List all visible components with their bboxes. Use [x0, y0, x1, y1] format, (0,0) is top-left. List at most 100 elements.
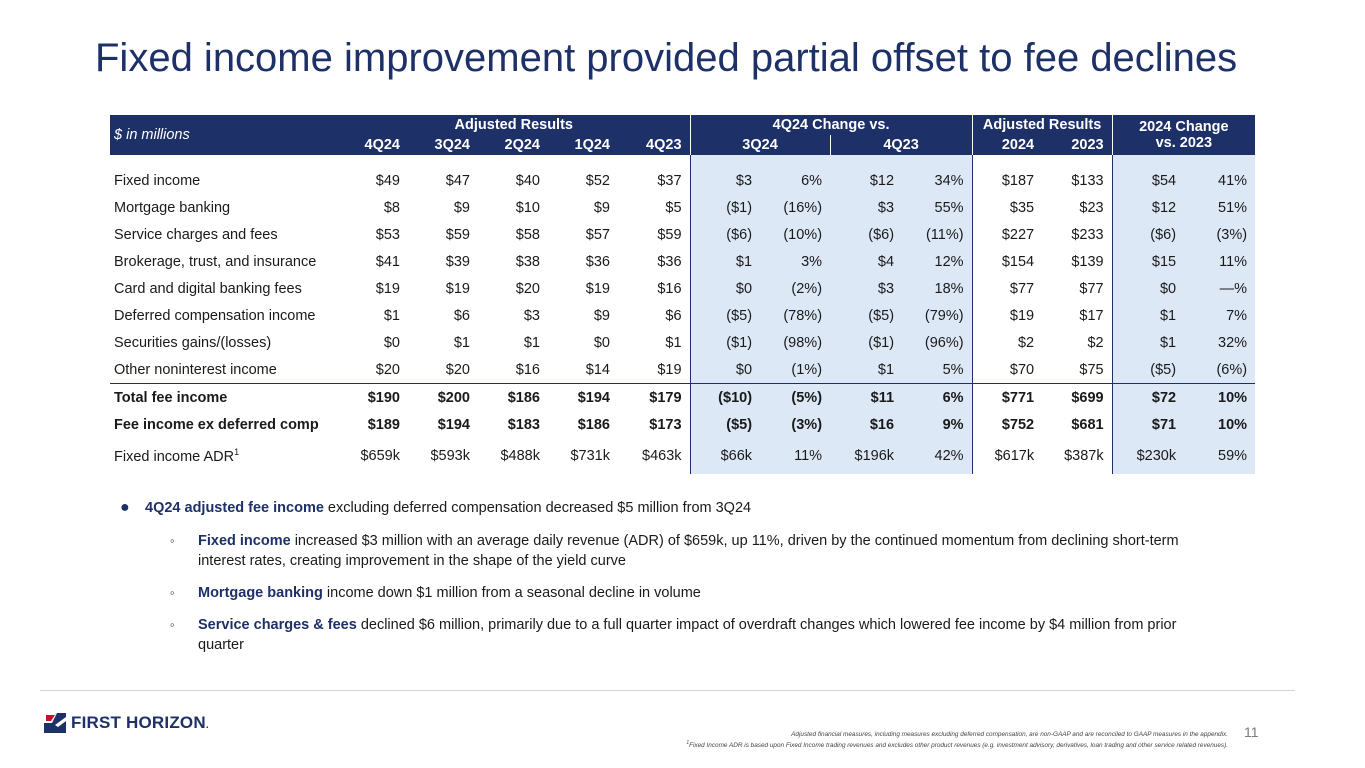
row-label-text: Fee income ex deferred comp: [114, 416, 319, 433]
cell-change-3q24-pct: 6%: [760, 167, 831, 194]
sub-bullet: ◦ Mortgage banking income down $1 millio…: [118, 583, 1198, 603]
cell-2024-change-amount: ($5): [1111, 356, 1185, 384]
row-label: Fee income ex deferred comp: [110, 411, 338, 438]
footnote-non-gaap: Adjusted financial measures, including m…: [791, 731, 1228, 738]
cell-2024-change-pct: 10%: [1184, 411, 1256, 438]
cell-quarter-value: $189: [367, 416, 400, 433]
cell-quarter-value: $59: [657, 226, 682, 243]
cell-quarter-value: $9: [593, 307, 610, 324]
cell-change-4q23-amount: $16: [830, 411, 903, 438]
cell-change-4q23-amount: $196k: [830, 438, 903, 474]
col-header-change-3q24: 3Q24: [689, 135, 831, 155]
cell-quarter-value: $9: [593, 199, 610, 216]
row-label-text: Deferred compensation income: [114, 307, 316, 324]
cell-quarter-value: $16: [657, 280, 682, 297]
row-label-text: Securities gains/(losses): [114, 334, 272, 351]
cell-quarter-value: $593k: [430, 448, 470, 464]
col-header-quarter: 1Q24: [548, 135, 618, 155]
cell-change-4q23-pct: 18%: [902, 275, 973, 302]
cell-quarter-value: $20: [515, 280, 540, 297]
row-label-text: Card and digital banking fees: [114, 280, 302, 297]
cell-2024-change-amount: ($6): [1111, 221, 1185, 248]
cell-2024-change-amount: $1: [1111, 302, 1185, 329]
cell-quarter-value: $731k: [570, 448, 610, 464]
footnote-adr: 1Fixed Income ADR is based upon Fixed In…: [686, 739, 1228, 750]
cell-2024-change-pct: (3%): [1184, 221, 1256, 248]
sub-bullet-bold: Mortgage banking: [198, 585, 323, 601]
cell-2024-change-amount: $12: [1111, 194, 1185, 221]
cell-quarter-value: $19: [618, 356, 691, 384]
first-horizon-logo: FIRST HORIZON.: [44, 712, 209, 734]
cell-change-4q23-pct: 6%: [902, 383, 973, 411]
cell-year-2023: $387k: [1064, 448, 1104, 464]
cell-change-4q23-pct: 55%: [902, 194, 973, 221]
bullet-main: ● 4Q24 adjusted fee income excluding def…: [118, 497, 1258, 519]
sub-bullet: ◦ Service charges & fees declined $6 mil…: [118, 615, 1198, 655]
table-body: Fixed income $49 $47 $40 $52 $37 $3 6% $12 34% $18…: [110, 155, 1256, 474]
table-row: Fixed income ADR1 $659k $593k $488k $731k $46…: [110, 438, 1256, 474]
spacer-cell: [830, 155, 903, 167]
cell-year-2023: $133: [1071, 172, 1104, 189]
cell-change-3q24-amount: ($5): [689, 411, 761, 438]
cell-year-2024: $154: [971, 248, 1043, 275]
cell-change-4q23-pct: (96%): [902, 329, 973, 356]
cell-year-2024: $227: [971, 221, 1043, 248]
cell-quarter-value: $20: [408, 356, 478, 384]
spacer-cell: [1184, 155, 1256, 167]
logo-mark: .: [205, 720, 209, 731]
cell-change-3q24-pct: (1%): [760, 356, 831, 384]
cell-change-4q23-pct: 9%: [902, 411, 973, 438]
group-change-vs: 4Q24 Change vs.: [689, 115, 973, 135]
cell-change-3q24-pct: (5%): [760, 383, 831, 411]
cell-quarter-value: $186: [577, 416, 610, 433]
table-row: Service charges and fees $53 $59 $58 $57 $59 (…: [110, 221, 1256, 248]
cell-quarter-value: $0: [593, 334, 610, 351]
cell-change-3q24-pct: (16%): [760, 194, 831, 221]
table-row: Mortgage banking $8 $9 $10 $9 $5 ($1) (16%) $3 55…: [110, 194, 1256, 221]
row-label: Deferred compensation income: [110, 302, 338, 329]
spacer-cell: [110, 155, 338, 167]
cell-quarter-value: $9: [453, 199, 470, 216]
cell-quarter-value: $463k: [642, 448, 682, 464]
cell-quarter-value: $1: [523, 334, 540, 351]
cell-2024-change-amount: $54: [1111, 167, 1185, 194]
sub-bullet-bold: Service charges & fees: [198, 617, 357, 633]
cell-quarter-value: $52: [585, 172, 610, 189]
spacer-cell: [548, 155, 618, 167]
cell-change-3q24-pct: 3%: [760, 248, 831, 275]
group-2024-change: 2024 Change vs. 2023: [1111, 115, 1256, 155]
cell-quarter-value: $59: [445, 226, 470, 243]
table-row: Deferred compensation income $1 $6 $3 $9 $6 ($…: [110, 302, 1256, 329]
col-header-quarter: 4Q24: [338, 135, 408, 155]
cell-2024-change-pct: 41%: [1184, 167, 1256, 194]
row-label: Other noninterest income: [110, 356, 338, 384]
cell-change-3q24-amount: ($6): [689, 221, 761, 248]
sub-bullet-bold: Fixed income: [198, 533, 291, 549]
bullet-main-text: excluding deferred compensation decrease…: [323, 500, 752, 516]
cell-change-3q24-pct: 11%: [760, 438, 831, 474]
row-label-text: Total fee income: [114, 389, 228, 406]
cell-2024-change-amount: $72: [1111, 383, 1185, 411]
cell-quarter-value: $47: [445, 172, 470, 189]
cell-year-2023: $77: [1079, 280, 1104, 297]
table-row: Fee income ex deferred comp $189 $194 $183 $…: [110, 411, 1256, 438]
cell-quarter-value: $36: [585, 253, 610, 270]
cell-year-2024: $19: [971, 302, 1043, 329]
cell-change-4q23-amount: $12: [830, 167, 903, 194]
cell-change-4q23-amount: $11: [830, 383, 903, 411]
sub-bullet: ◦ Fixed income increased $3 million with…: [118, 531, 1198, 571]
cell-quarter-value: $1: [453, 334, 470, 351]
cell-quarter-value: $58: [515, 226, 540, 243]
cell-quarter-value: $16: [478, 356, 548, 384]
spacer-cell: [478, 155, 548, 167]
cell-2024-change-amount: $0: [1111, 275, 1185, 302]
cell-change-4q23-pct: 42%: [902, 438, 973, 474]
cell-year-2023: $23: [1079, 199, 1104, 216]
page-number: 11: [1244, 724, 1259, 740]
cell-change-3q24-pct: (10%): [760, 221, 831, 248]
cell-change-3q24-pct: (98%): [760, 329, 831, 356]
cell-quarter-value: $37: [657, 172, 682, 189]
col-header-year: 2023: [1042, 135, 1113, 155]
cell-change-4q23-amount: ($5): [830, 302, 903, 329]
group-adjusted-results: Adjusted Results: [338, 115, 691, 135]
